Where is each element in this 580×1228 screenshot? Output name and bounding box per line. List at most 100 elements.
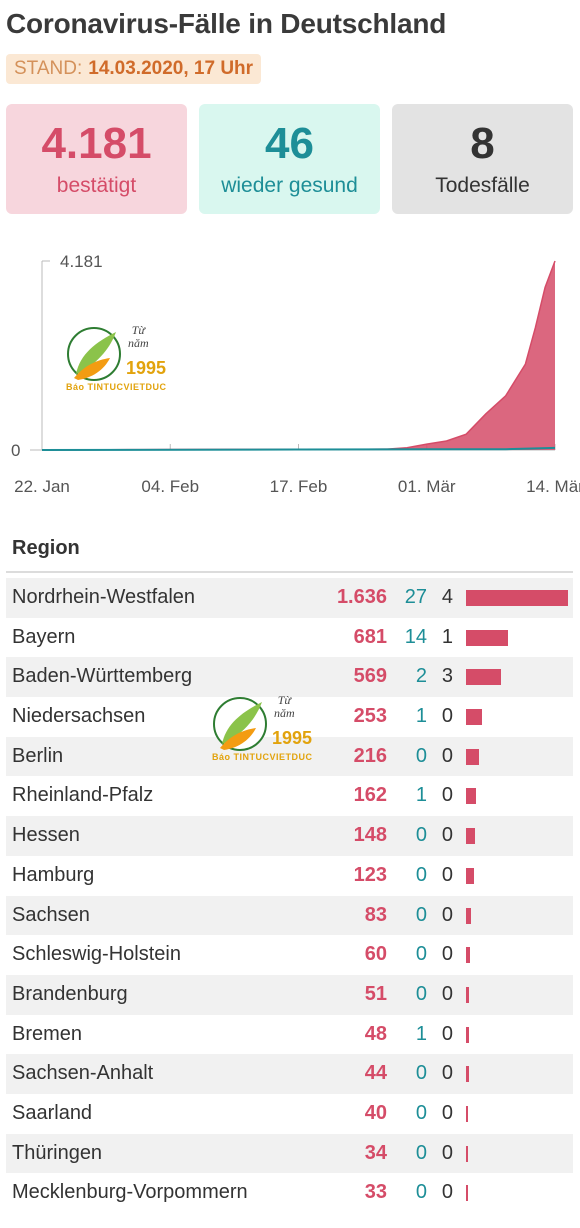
deaths-count: 0: [441, 1062, 453, 1085]
x-tick-label: 17. Feb: [270, 477, 328, 496]
confirmed-count: 123: [353, 863, 387, 886]
confirmed-count: 33: [364, 1181, 387, 1204]
table-row: Baden-Württemberg 569 2 3: [6, 657, 573, 698]
recovered-count: 2: [415, 665, 427, 688]
series-area-confirmed: [42, 261, 555, 450]
confirmed-value: 4.181: [41, 119, 152, 168]
table-row: Sachsen-Anhalt 44 0 0: [6, 1054, 573, 1094]
deaths-count: 0: [441, 824, 453, 847]
region-name: Hamburg: [12, 863, 95, 886]
leaf-logo-icon: [213, 697, 267, 751]
confirmed-count: 40: [364, 1101, 387, 1124]
confirmed-count: 148: [353, 824, 387, 847]
confirmed-count: 162: [353, 784, 387, 807]
confirmed-count: 83: [364, 903, 387, 926]
stand-value: 14.03.2020, 17 Uhr: [88, 58, 254, 79]
region-name: Saarland: [12, 1101, 93, 1124]
status-badge: STAND: 14.03.2020, 17 Uhr: [6, 54, 262, 84]
table-row: Bayern 681 14 1: [6, 618, 573, 658]
region-name: Baden-Württemberg: [12, 665, 193, 688]
confirmed-bar: [466, 1066, 469, 1083]
region-name: Brandenburg: [12, 982, 128, 1005]
deaths-card: 8 Todesfälle: [392, 104, 573, 214]
confirmed-count: 44: [364, 1062, 387, 1085]
confirmed-bar: [466, 907, 472, 924]
table-row: Schleswig-Holstein 60 0 0: [6, 935, 573, 975]
header-divider: [6, 571, 573, 573]
deaths-label: Todesfälle: [435, 174, 530, 197]
confirmed-count: 34: [364, 1141, 387, 1164]
region-name: Sachsen-Anhalt: [12, 1062, 154, 1085]
confirmed-bar: [466, 669, 502, 686]
region-name: Sachsen: [12, 903, 90, 926]
confirmed-count: 253: [353, 705, 387, 728]
y-tick-label: 4.181: [60, 252, 103, 271]
recovered-count: 0: [415, 1181, 427, 1204]
deaths-count: 0: [441, 744, 453, 767]
recovered-count: 1: [415, 784, 427, 807]
confirmed-count: 51: [364, 982, 387, 1005]
table-row: Hessen 148 0 0: [6, 816, 573, 856]
confirmed-count: 1.636: [336, 586, 387, 608]
series-line-recovered: [41, 446, 556, 451]
region-name: Bayern: [12, 625, 76, 648]
region-name: Schleswig-Holstein: [12, 943, 181, 966]
confirmed-bar: [466, 1105, 469, 1122]
confirmed-bar: [466, 788, 477, 805]
recovered-count: 0: [415, 1141, 427, 1164]
region-name: Bremen: [12, 1022, 83, 1045]
confirmed-count: 48: [364, 1022, 387, 1045]
deaths-count: 0: [441, 1101, 453, 1124]
watermark-text-1: Từ năm: [274, 693, 295, 720]
x-tick-label: 22. Jan: [14, 477, 70, 496]
confirmed-bar: [466, 986, 470, 1003]
confirmed-bar: [466, 1026, 469, 1043]
confirmed-card: 4.181 bestätigt: [6, 104, 187, 214]
recovered-count: 0: [415, 943, 427, 966]
confirmed-bar: [466, 1145, 469, 1162]
recovered-count: 14: [404, 625, 427, 648]
x-tick-label: 01. Mär: [398, 477, 456, 496]
recovered-count: 0: [415, 1062, 427, 1085]
region-table: Nordrhein-Westfalen 1.636 27 4 Bayern 681 14 1 B…: [6, 578, 573, 1213]
confirmed-bar: [466, 947, 470, 964]
region-name: Berlin: [12, 744, 64, 767]
confirmed-bar: [466, 828, 476, 845]
leaf-logo-icon: [67, 327, 121, 381]
deaths-count: 0: [441, 863, 453, 886]
region-name: Niedersachsen: [12, 705, 146, 728]
x-tick-label: 04. Feb: [141, 477, 199, 496]
watermark-logo-2: Từ năm 1995 Báo TINTUCVIETDUC: [212, 694, 322, 774]
table-row: Mecklenburg-Vorpommern 33 0 0: [6, 1173, 573, 1213]
deaths-count: 0: [441, 943, 453, 966]
deaths-count: 0: [441, 784, 453, 807]
recovered-count: 0: [415, 824, 427, 847]
watermark-sub: Báo TINTUCVIETDUC: [212, 752, 313, 762]
confirmed-count: 60: [364, 943, 387, 966]
deaths-count: 4: [441, 586, 453, 608]
deaths-count: 0: [441, 982, 453, 1005]
recovered-count: 0: [415, 863, 427, 886]
table-row: Thüringen 34 0 0: [6, 1133, 573, 1174]
region-name: Mecklenburg-Vorpommern: [12, 1181, 248, 1204]
deaths-count: 0: [441, 705, 453, 728]
cases-area-chart: 4.181 0 22. Jan 04. Feb 17. Feb 01. Mär 14. Mä…: [11, 252, 580, 496]
deaths-count: 0: [441, 1181, 453, 1204]
region-name: Hessen: [12, 824, 80, 847]
table-row: Rheinland-Pfalz 162 1 0: [6, 776, 573, 816]
region-name: Nordrhein-Westfalen: [12, 586, 196, 608]
deaths-count: 1: [441, 625, 453, 648]
table-row: Bremen 48 1 0: [6, 1015, 573, 1055]
table-row: Niedersachsen 253 1 0: [6, 697, 573, 737]
x-tick-label: 14. Mär: [526, 477, 580, 496]
watermark-text-1: Từ năm: [128, 323, 149, 350]
confirmed-count: 681: [353, 625, 387, 648]
deaths-count: 0: [441, 1022, 453, 1045]
watermark-logo: Từ năm 1995 Báo TINTUCVIETDUC: [66, 324, 176, 404]
recovered-count: 0: [415, 903, 427, 926]
region-header: Region: [12, 537, 80, 559]
stand-label: STAND:: [14, 58, 83, 79]
recovered-count: 1: [415, 705, 427, 728]
table-row: Sachsen 83 0 0: [6, 895, 573, 936]
table-row: Brandenburg 51 0 0: [6, 974, 573, 1015]
